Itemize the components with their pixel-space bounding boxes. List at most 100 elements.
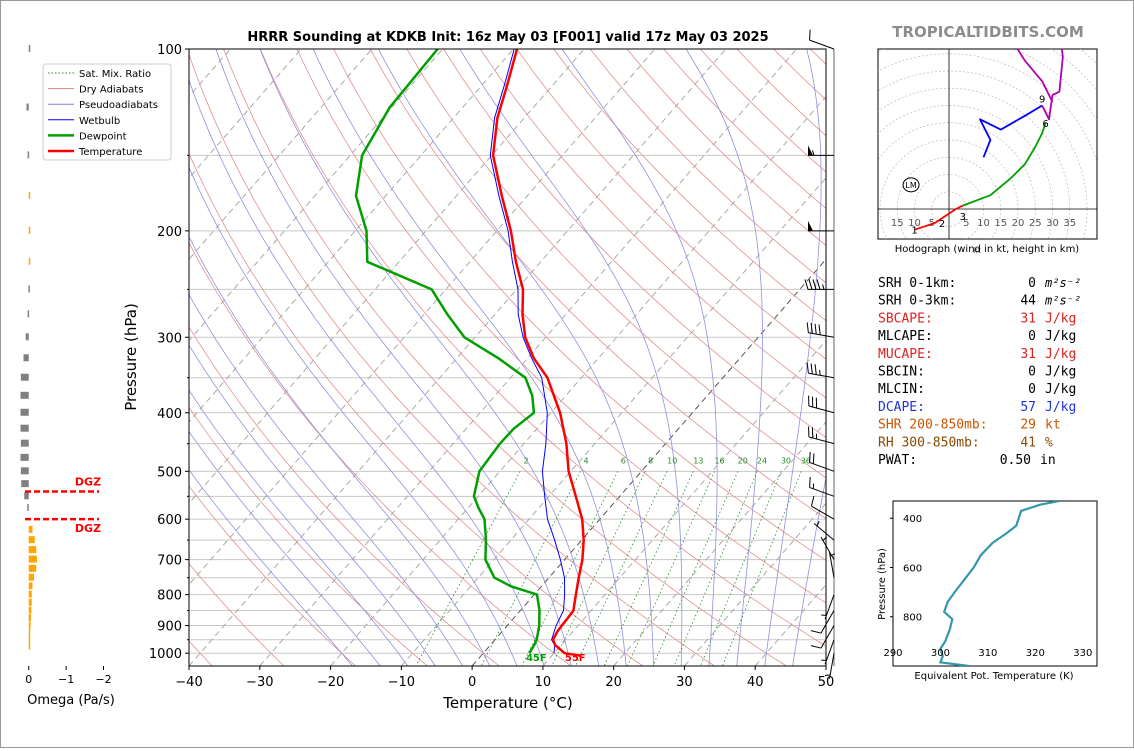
omega-bar (24, 354, 29, 361)
x-tick-label: 10 (535, 675, 552, 690)
parameter-unit: J/kg (1045, 400, 1076, 415)
mixing-ratio-line (627, 471, 714, 666)
barb-feather (815, 324, 816, 334)
parameter-unit: J/kg (1045, 382, 1076, 397)
barb-half-feather (820, 370, 821, 375)
surface-annotation: 45F (526, 653, 547, 664)
y-tick-label: 1000 (149, 647, 182, 662)
omega-bar (26, 104, 28, 111)
pseudoadiabat-line (216, 49, 568, 653)
barb-shaft (810, 40, 834, 49)
parameter-unit: J/kg (1045, 311, 1076, 326)
y-tick-label: 100 (157, 43, 182, 58)
omega-bar (29, 643, 31, 650)
omega-bar (29, 629, 31, 636)
omega-tick-label: −2 (95, 673, 111, 686)
omega-bar (24, 492, 28, 499)
parameter-value: 31 (1020, 311, 1036, 326)
theta-e-xlabel: Equivalent Pot. Temperature (K) (914, 671, 1073, 682)
barb-feather (813, 453, 814, 463)
omega-bar (21, 392, 29, 399)
pseudoadiabat-line (793, 653, 795, 666)
surface-annotation: 55F (565, 653, 586, 664)
y-tick-label: 600 (157, 513, 182, 528)
omega-xlabel: Omega (Pa/s) (27, 693, 115, 708)
x-tick-label: 50 (818, 675, 835, 690)
pseudoadiabat-line (653, 653, 654, 666)
parameter-unit: % (1045, 435, 1053, 450)
hodograph-ring-label: 20 (1012, 218, 1025, 229)
theta-e-x-tick-label: 290 (883, 648, 902, 659)
omega-bar (21, 425, 29, 432)
pseudoadiabat-line (313, 49, 625, 653)
omega-bar (28, 151, 30, 158)
omega-bar (29, 192, 31, 199)
omega-bar (29, 45, 31, 52)
isotherm-line (189, 49, 726, 666)
x-tick-label: −40 (175, 675, 202, 690)
parameter-value: 31 (1020, 347, 1036, 362)
pseudoadiabat-line (460, 49, 682, 653)
hodograph-ring-label: 15 (994, 218, 1007, 229)
pseudoadiabat-line (766, 49, 821, 653)
parameter-value: 0 (1028, 329, 1036, 344)
mixing-ratio-label: 8 (648, 457, 653, 466)
barb-feather (819, 324, 820, 334)
mixing-ratio-label: 2 (523, 457, 528, 466)
omega-tick-label: −1 (58, 673, 74, 686)
omega-bar (28, 285, 30, 292)
omega-bar (29, 526, 33, 533)
parameter-value: 41 (1020, 435, 1036, 450)
omega-bar (29, 536, 35, 543)
mixing-ratio-line (722, 471, 801, 666)
barb-feather (811, 631, 821, 633)
parameter-value: 29 (1020, 418, 1036, 433)
theta-e-x-tick-label: 310 (978, 648, 997, 659)
omega-bar (29, 546, 36, 553)
mixing-ratio-label: 4 (584, 457, 589, 466)
legend-label: Sat. Mix. Ratio (79, 69, 151, 80)
pseudoadiabat-line (562, 49, 717, 653)
parameter-label: SHR 200-850mb: (878, 418, 988, 433)
parameter-unit: m²s⁻² (1044, 294, 1081, 308)
barb-feather (815, 364, 816, 374)
hodograph-ring-label: 15 (891, 218, 904, 229)
mixing-ratio-label: 20 (738, 457, 748, 466)
theta-e-ylabel: Pressure (hPa) (877, 548, 888, 620)
wind-barb (811, 611, 834, 634)
x-tick-label: −30 (246, 675, 273, 690)
wind-barb (821, 595, 834, 619)
legend-label: Dewpoint (79, 131, 127, 142)
pseudoadiabat-line (147, 49, 512, 653)
barb-flag (808, 145, 813, 155)
omega-bar (29, 556, 37, 563)
x-tick-label: 40 (747, 675, 764, 690)
y-tick-label: 700 (157, 554, 182, 569)
y-tick-label: 400 (157, 407, 182, 422)
omega-bar (29, 582, 33, 589)
y-tick-label: 800 (157, 589, 182, 604)
x-tick-label: 0 (468, 675, 476, 690)
pseudoadiabat-line (483, 653, 490, 666)
legend-label: Pseudoadiabats (79, 100, 158, 111)
omega-bar (29, 574, 34, 581)
barb-half-feather (825, 675, 830, 676)
hodograph-height-label: 1 (911, 226, 917, 237)
pseudoadiabat-line (370, 653, 380, 666)
theta-e-y-tick-label: 800 (903, 613, 922, 624)
pseudoadiabat-line (260, 49, 597, 653)
mixing-ratio-label: 16 (714, 457, 724, 466)
y-tick-label: 500 (157, 465, 182, 480)
omega-bar (29, 599, 32, 606)
pseudoadiabat-line (625, 653, 626, 666)
legend-label: Temperature (78, 147, 142, 158)
wind-barb (807, 363, 834, 378)
pseudoadiabat-line (342, 653, 353, 666)
